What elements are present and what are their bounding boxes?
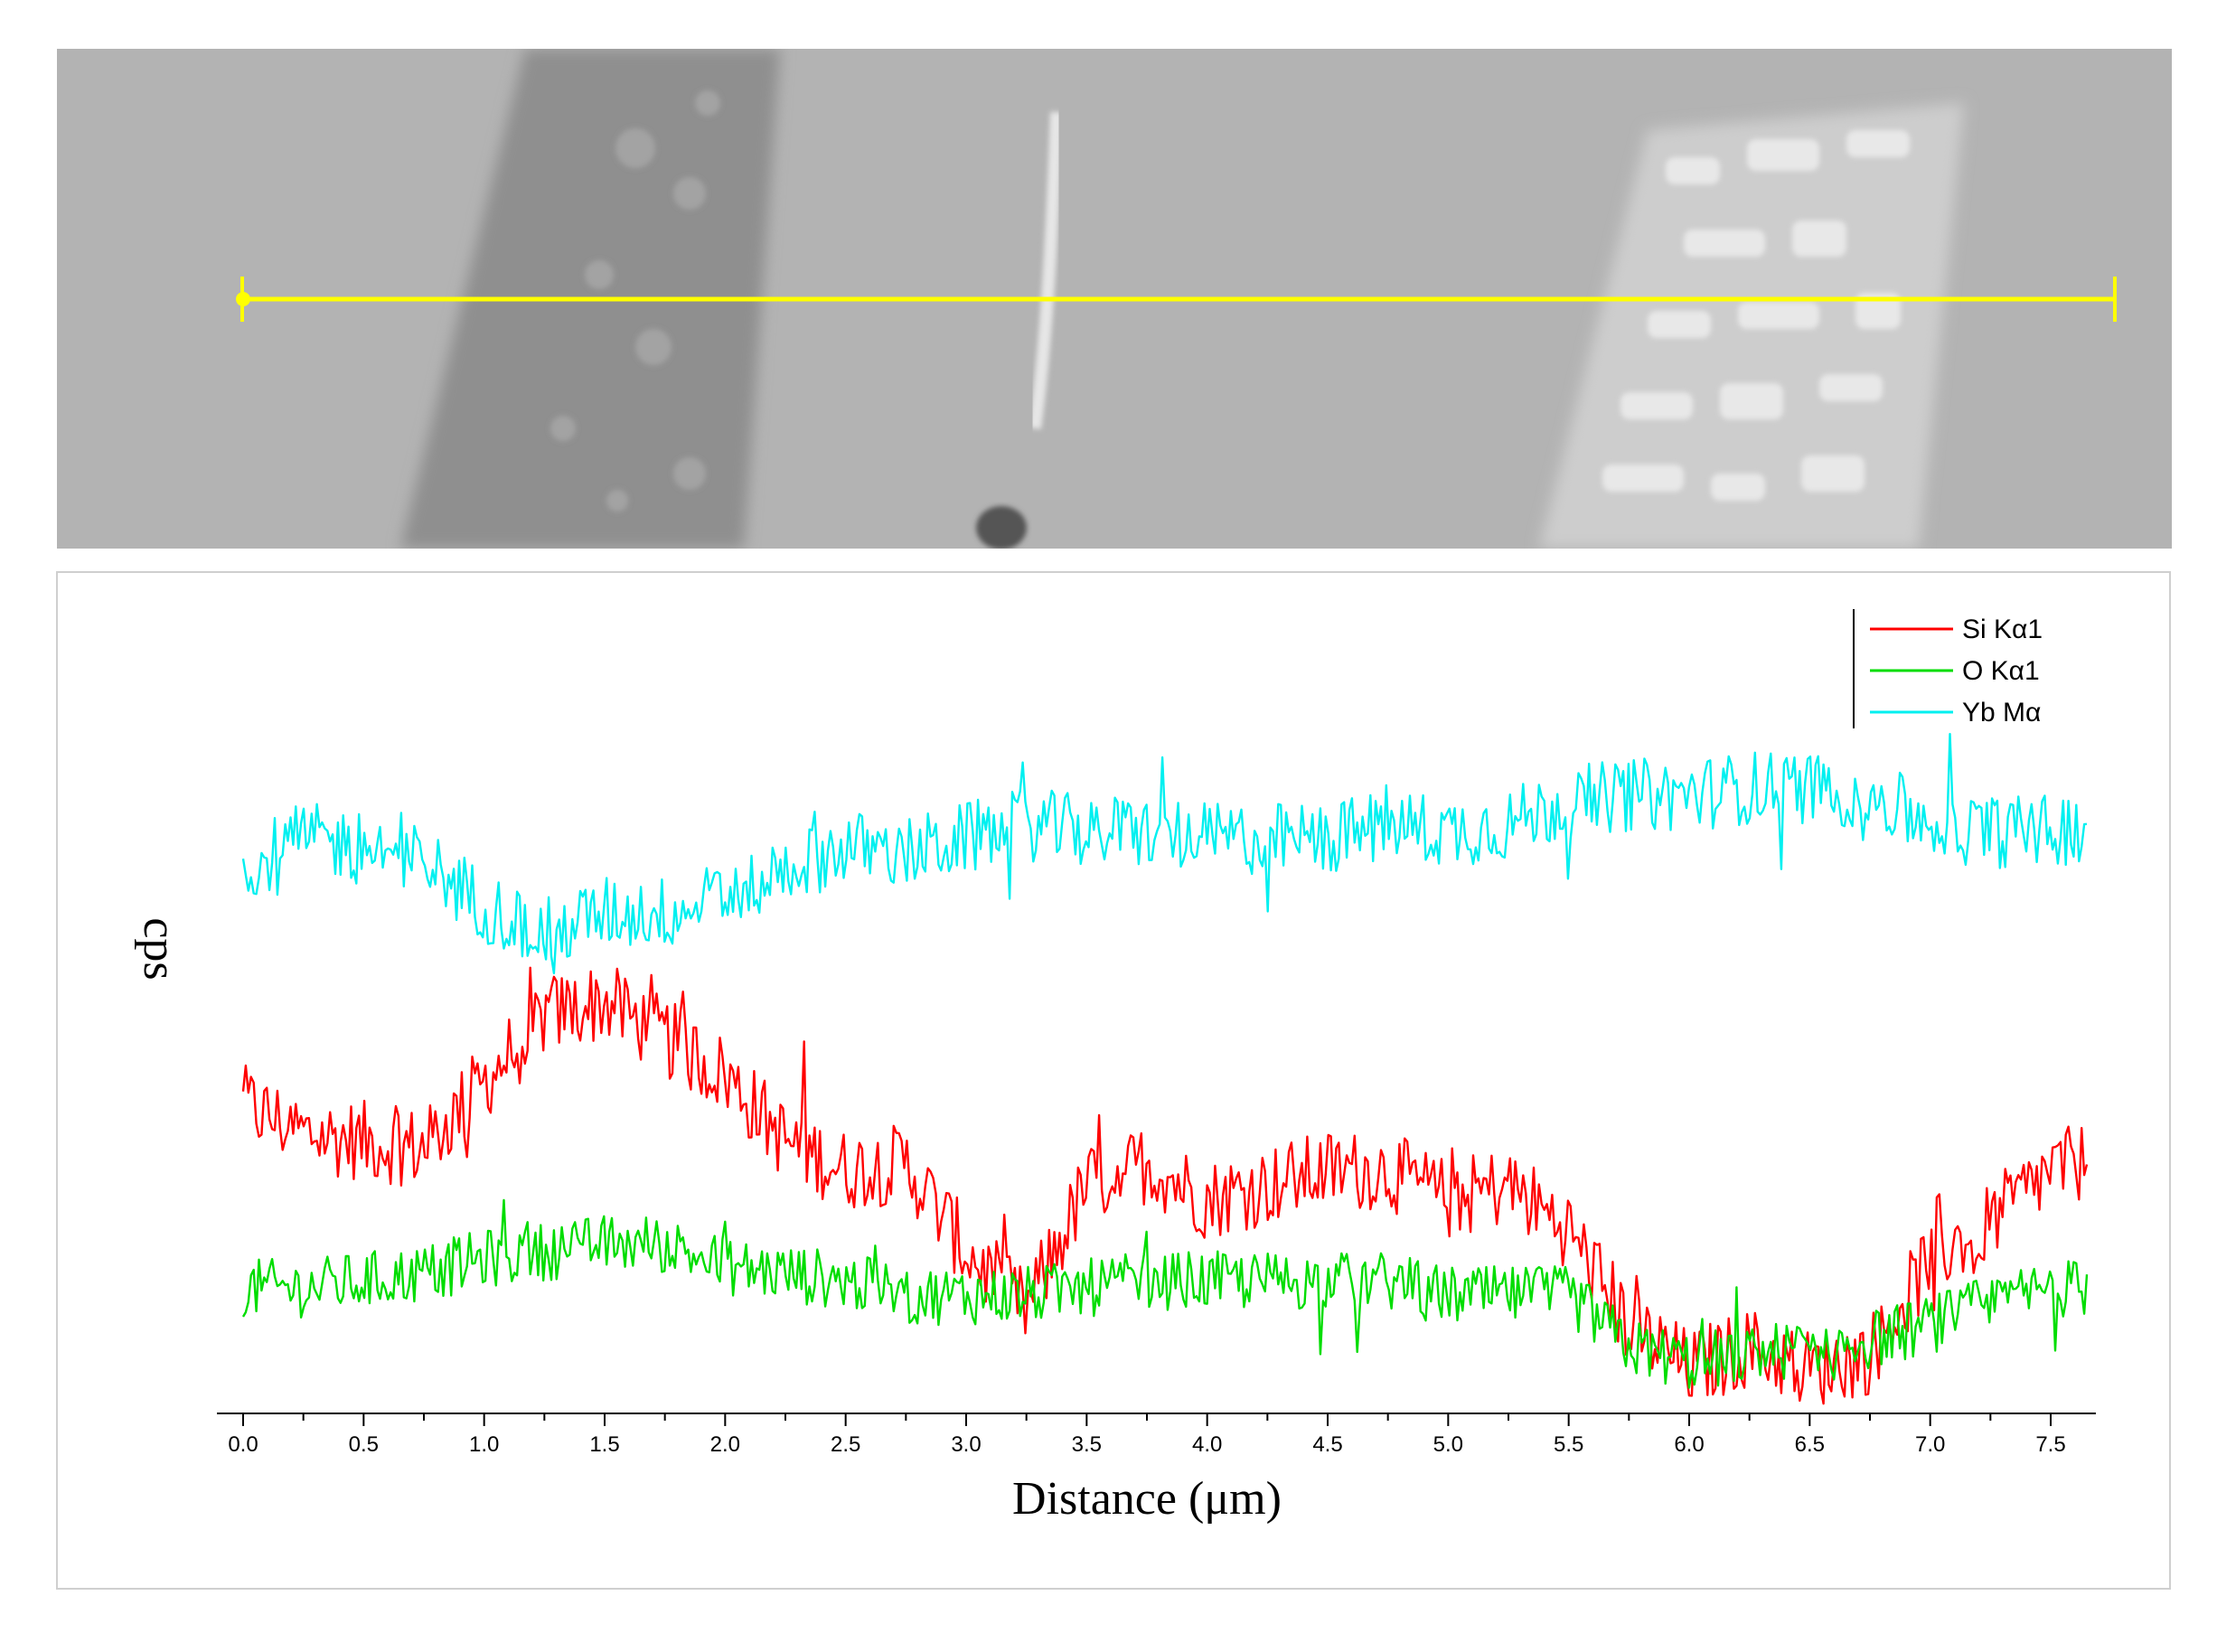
x-tick-label: 2.5 bbox=[831, 1432, 860, 1457]
x-ticks: 0.0 0.5 1.0 1.5 2.0 2.5 3.0 3.5 4.0 4.5 5.0 5.5 6.0 6… bbox=[228, 1413, 2066, 1457]
x-tick-label: 6.5 bbox=[1795, 1432, 1825, 1457]
chart-svg: 0.0 0.5 1.0 1.5 2.0 2.5 3.0 3.5 4.0 4.5 5.0 5.5 6.0 6… bbox=[134, 609, 2096, 1525]
x-tick-label: 4.0 bbox=[1192, 1432, 1222, 1457]
sem-micrograph bbox=[57, 49, 2172, 549]
legend-label: O Kα1 bbox=[1962, 656, 2040, 686]
line-scan-chart: 0.0 0.5 1.0 1.5 2.0 2.5 3.0 3.5 4.0 4.5 5.0 5.5 6.0 6… bbox=[56, 571, 2171, 1590]
x-tick-label: 5.0 bbox=[1433, 1432, 1463, 1457]
x-tick-label: 0.0 bbox=[228, 1432, 258, 1457]
sem-image bbox=[57, 49, 2172, 549]
x-tick-label: 0.5 bbox=[349, 1432, 379, 1457]
y-axis-label: cps bbox=[134, 917, 185, 980]
x-tick-label: 2.0 bbox=[710, 1432, 740, 1457]
series-layer bbox=[241, 733, 2089, 1405]
legend-label: Si Kα1 bbox=[1962, 615, 2043, 644]
series-line-2 bbox=[241, 733, 2088, 975]
x-tick-label: 7.5 bbox=[2035, 1432, 2065, 1457]
bright-streak bbox=[1029, 111, 1063, 429]
series-line-0 bbox=[241, 966, 2089, 1405]
series-line-1 bbox=[241, 1198, 2089, 1389]
legend: Si Kα1 O Kα1 Yb Mα bbox=[1853, 609, 2043, 728]
dark-grain-texture bbox=[550, 90, 720, 512]
bright-grain-texture bbox=[1602, 130, 1910, 501]
x-tick-label: 1.0 bbox=[469, 1432, 499, 1457]
x-tick-label: 3.0 bbox=[951, 1432, 981, 1457]
dark-pore bbox=[976, 506, 1027, 549]
x-tick-label: 6.0 bbox=[1674, 1432, 1704, 1457]
x-axis-label: Distance (μm) bbox=[1012, 1473, 1282, 1525]
x-tick-label: 5.5 bbox=[1554, 1432, 1583, 1457]
x-tick-label: 4.5 bbox=[1312, 1432, 1342, 1457]
x-tick-label: 1.5 bbox=[589, 1432, 619, 1457]
legend-label: Yb Mα bbox=[1962, 698, 2041, 727]
x-tick-label: 7.0 bbox=[1915, 1432, 1945, 1457]
scan-line-start-handle[interactable] bbox=[236, 292, 250, 306]
x-tick-label: 3.5 bbox=[1072, 1432, 1102, 1457]
